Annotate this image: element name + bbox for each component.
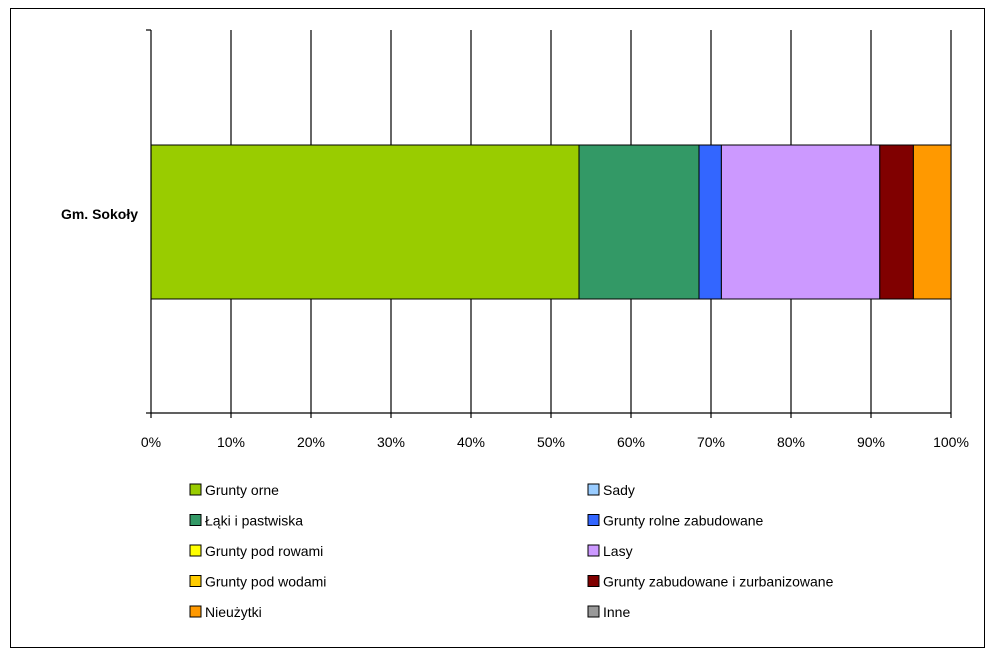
legend-label: Grunty rolne zabudowane — [603, 513, 764, 529]
legend-label: Sady — [603, 482, 635, 498]
legend-label: Grunty pod rowami — [205, 543, 323, 559]
legend-swatch — [587, 483, 600, 496]
legend-label: Grunty orne — [205, 482, 279, 498]
legend-label: Nieużytki — [205, 604, 262, 620]
x-tick-label: 50% — [537, 434, 565, 450]
stacked-bar-chart: 0% 10% 20% 30% 40% 50% 60% 70% 80% 90% 100% Gm. So… — [61, 29, 969, 620]
legend-swatch — [189, 483, 202, 496]
legend-label: Grunty pod wodami — [205, 574, 326, 590]
x-tick-label: 70% — [697, 434, 725, 450]
x-tick-label: 30% — [377, 434, 405, 450]
bar-segment — [578, 144, 700, 300]
legend-swatch — [189, 514, 202, 526]
legend-swatch — [587, 605, 600, 618]
category-label: Gm. Sokoły — [61, 206, 138, 222]
x-tick-label: 20% — [297, 434, 325, 450]
legend-swatch — [189, 575, 202, 587]
bar-segment — [698, 144, 722, 300]
legend-label: Lasy — [603, 543, 633, 559]
bar-segment — [150, 144, 580, 300]
legend-swatch — [587, 575, 600, 587]
legend-swatch — [587, 514, 600, 526]
bar-segment — [879, 144, 914, 300]
bar-segment — [720, 144, 881, 300]
x-tick-label: 100% — [933, 434, 969, 450]
x-tick-label: 80% — [777, 434, 805, 450]
x-tick-label: 0% — [141, 434, 161, 450]
legend-swatch — [189, 605, 202, 618]
bar-segment — [912, 144, 952, 300]
legend-label: Łąki i pastwiska — [205, 513, 303, 529]
legend-label: Inne — [603, 604, 630, 620]
x-tick-label: 60% — [617, 434, 645, 450]
legend-swatch — [587, 544, 600, 557]
x-tick-label: 40% — [457, 434, 485, 450]
x-tick-label: 90% — [857, 434, 885, 450]
x-tick-label: 10% — [217, 434, 245, 450]
legend-swatch — [189, 544, 202, 557]
legend-label: Grunty zabudowane i zurbanizowane — [603, 574, 834, 590]
